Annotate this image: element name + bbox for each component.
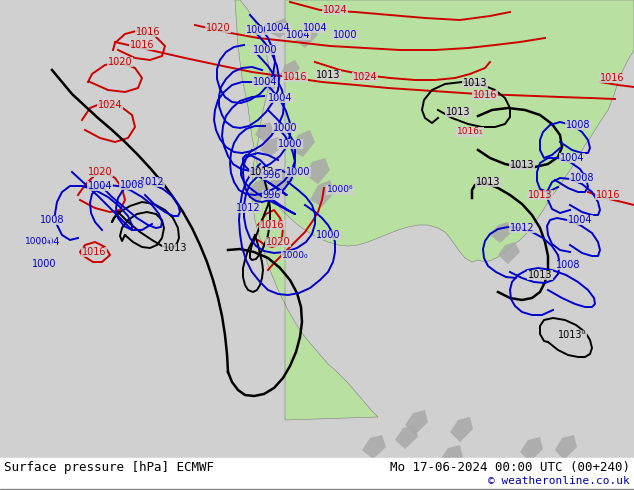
Text: 1016: 1016 xyxy=(283,72,307,82)
Text: 1013: 1013 xyxy=(527,190,552,200)
Text: 996: 996 xyxy=(263,190,281,200)
Text: 1008: 1008 xyxy=(566,120,590,130)
Text: 1013: 1013 xyxy=(446,107,470,117)
Text: 1000₀: 1000₀ xyxy=(281,250,308,260)
Text: 1004: 1004 xyxy=(286,30,310,40)
Text: 1020: 1020 xyxy=(205,23,230,33)
Text: © weatheronline.co.uk: © weatheronline.co.uk xyxy=(488,476,630,486)
Text: 1000: 1000 xyxy=(32,259,56,269)
Text: 1020: 1020 xyxy=(87,167,112,177)
Polygon shape xyxy=(362,435,386,459)
Text: 1000₄: 1000₄ xyxy=(25,238,51,246)
Text: 1004: 1004 xyxy=(266,23,290,33)
Text: 1004: 1004 xyxy=(87,181,112,191)
Text: 1024: 1024 xyxy=(323,5,347,15)
Text: 1012: 1012 xyxy=(139,177,164,187)
Text: 1013: 1013 xyxy=(316,70,340,80)
Text: 1016: 1016 xyxy=(136,27,160,37)
Text: Mo 17-06-2024 00:00 UTC (00+240): Mo 17-06-2024 00:00 UTC (00+240) xyxy=(390,461,630,473)
Text: 1004: 1004 xyxy=(560,153,585,163)
Text: 1016: 1016 xyxy=(130,40,154,50)
Text: 1000: 1000 xyxy=(278,139,302,149)
Text: 1000: 1000 xyxy=(253,45,277,55)
Polygon shape xyxy=(310,180,335,207)
Text: 1008: 1008 xyxy=(570,173,594,183)
Text: 1000: 1000 xyxy=(316,230,340,240)
Text: 1013: 1013 xyxy=(163,243,187,253)
Polygon shape xyxy=(498,242,520,264)
Polygon shape xyxy=(235,0,634,420)
Text: 1024: 1024 xyxy=(353,72,377,82)
Text: 1000⁶: 1000⁶ xyxy=(327,186,353,195)
Text: 1020: 1020 xyxy=(266,237,290,247)
Text: 1004: 1004 xyxy=(303,23,327,33)
Polygon shape xyxy=(395,425,418,449)
Text: 1024: 1024 xyxy=(98,100,122,110)
Text: 1013: 1013 xyxy=(527,270,552,280)
Text: 1016: 1016 xyxy=(260,220,284,230)
Text: 1016₁: 1016₁ xyxy=(456,127,483,137)
Text: 1016: 1016 xyxy=(82,247,107,257)
Polygon shape xyxy=(262,70,282,92)
Text: 1004: 1004 xyxy=(268,93,292,103)
Polygon shape xyxy=(305,158,330,184)
Polygon shape xyxy=(450,417,473,442)
Polygon shape xyxy=(248,178,270,202)
Text: 1012: 1012 xyxy=(510,223,534,233)
Text: 1004: 1004 xyxy=(36,237,60,247)
Polygon shape xyxy=(280,60,300,78)
Text: 1000: 1000 xyxy=(333,30,357,40)
Text: 1008: 1008 xyxy=(556,260,580,270)
Text: 1008: 1008 xyxy=(40,215,64,225)
Text: 1020: 1020 xyxy=(108,57,133,67)
Text: 1008: 1008 xyxy=(120,180,145,190)
Text: 1013: 1013 xyxy=(476,177,500,187)
Text: 1000: 1000 xyxy=(286,167,310,177)
Text: 1013: 1013 xyxy=(510,160,534,170)
Text: Surface pressure [hPa] ECMWF: Surface pressure [hPa] ECMWF xyxy=(4,461,214,473)
Polygon shape xyxy=(555,435,577,460)
Text: 1016: 1016 xyxy=(600,73,624,83)
Text: 1016: 1016 xyxy=(473,90,497,100)
Polygon shape xyxy=(440,445,463,469)
Text: 1013: 1013 xyxy=(49,463,74,473)
Polygon shape xyxy=(268,18,290,38)
Text: 1004: 1004 xyxy=(253,77,277,87)
Polygon shape xyxy=(405,410,428,435)
Text: 1004: 1004 xyxy=(568,215,592,225)
Polygon shape xyxy=(255,122,275,142)
Polygon shape xyxy=(270,167,294,192)
Polygon shape xyxy=(520,437,543,462)
Text: 1012: 1012 xyxy=(236,203,261,213)
Polygon shape xyxy=(295,25,318,48)
Text: 1000: 1000 xyxy=(246,25,270,35)
Bar xyxy=(0,489,634,490)
Polygon shape xyxy=(490,222,512,243)
Polygon shape xyxy=(290,130,315,157)
Text: 996: 996 xyxy=(263,170,281,180)
Bar xyxy=(0,458,634,490)
Text: 1013: 1013 xyxy=(250,167,275,177)
Text: 1013: 1013 xyxy=(530,463,554,473)
Text: 1013: 1013 xyxy=(463,78,488,88)
Text: 1013⁰: 1013⁰ xyxy=(558,330,586,340)
Text: 1016: 1016 xyxy=(596,190,620,200)
Text: 1000: 1000 xyxy=(273,123,297,133)
Polygon shape xyxy=(260,137,282,157)
